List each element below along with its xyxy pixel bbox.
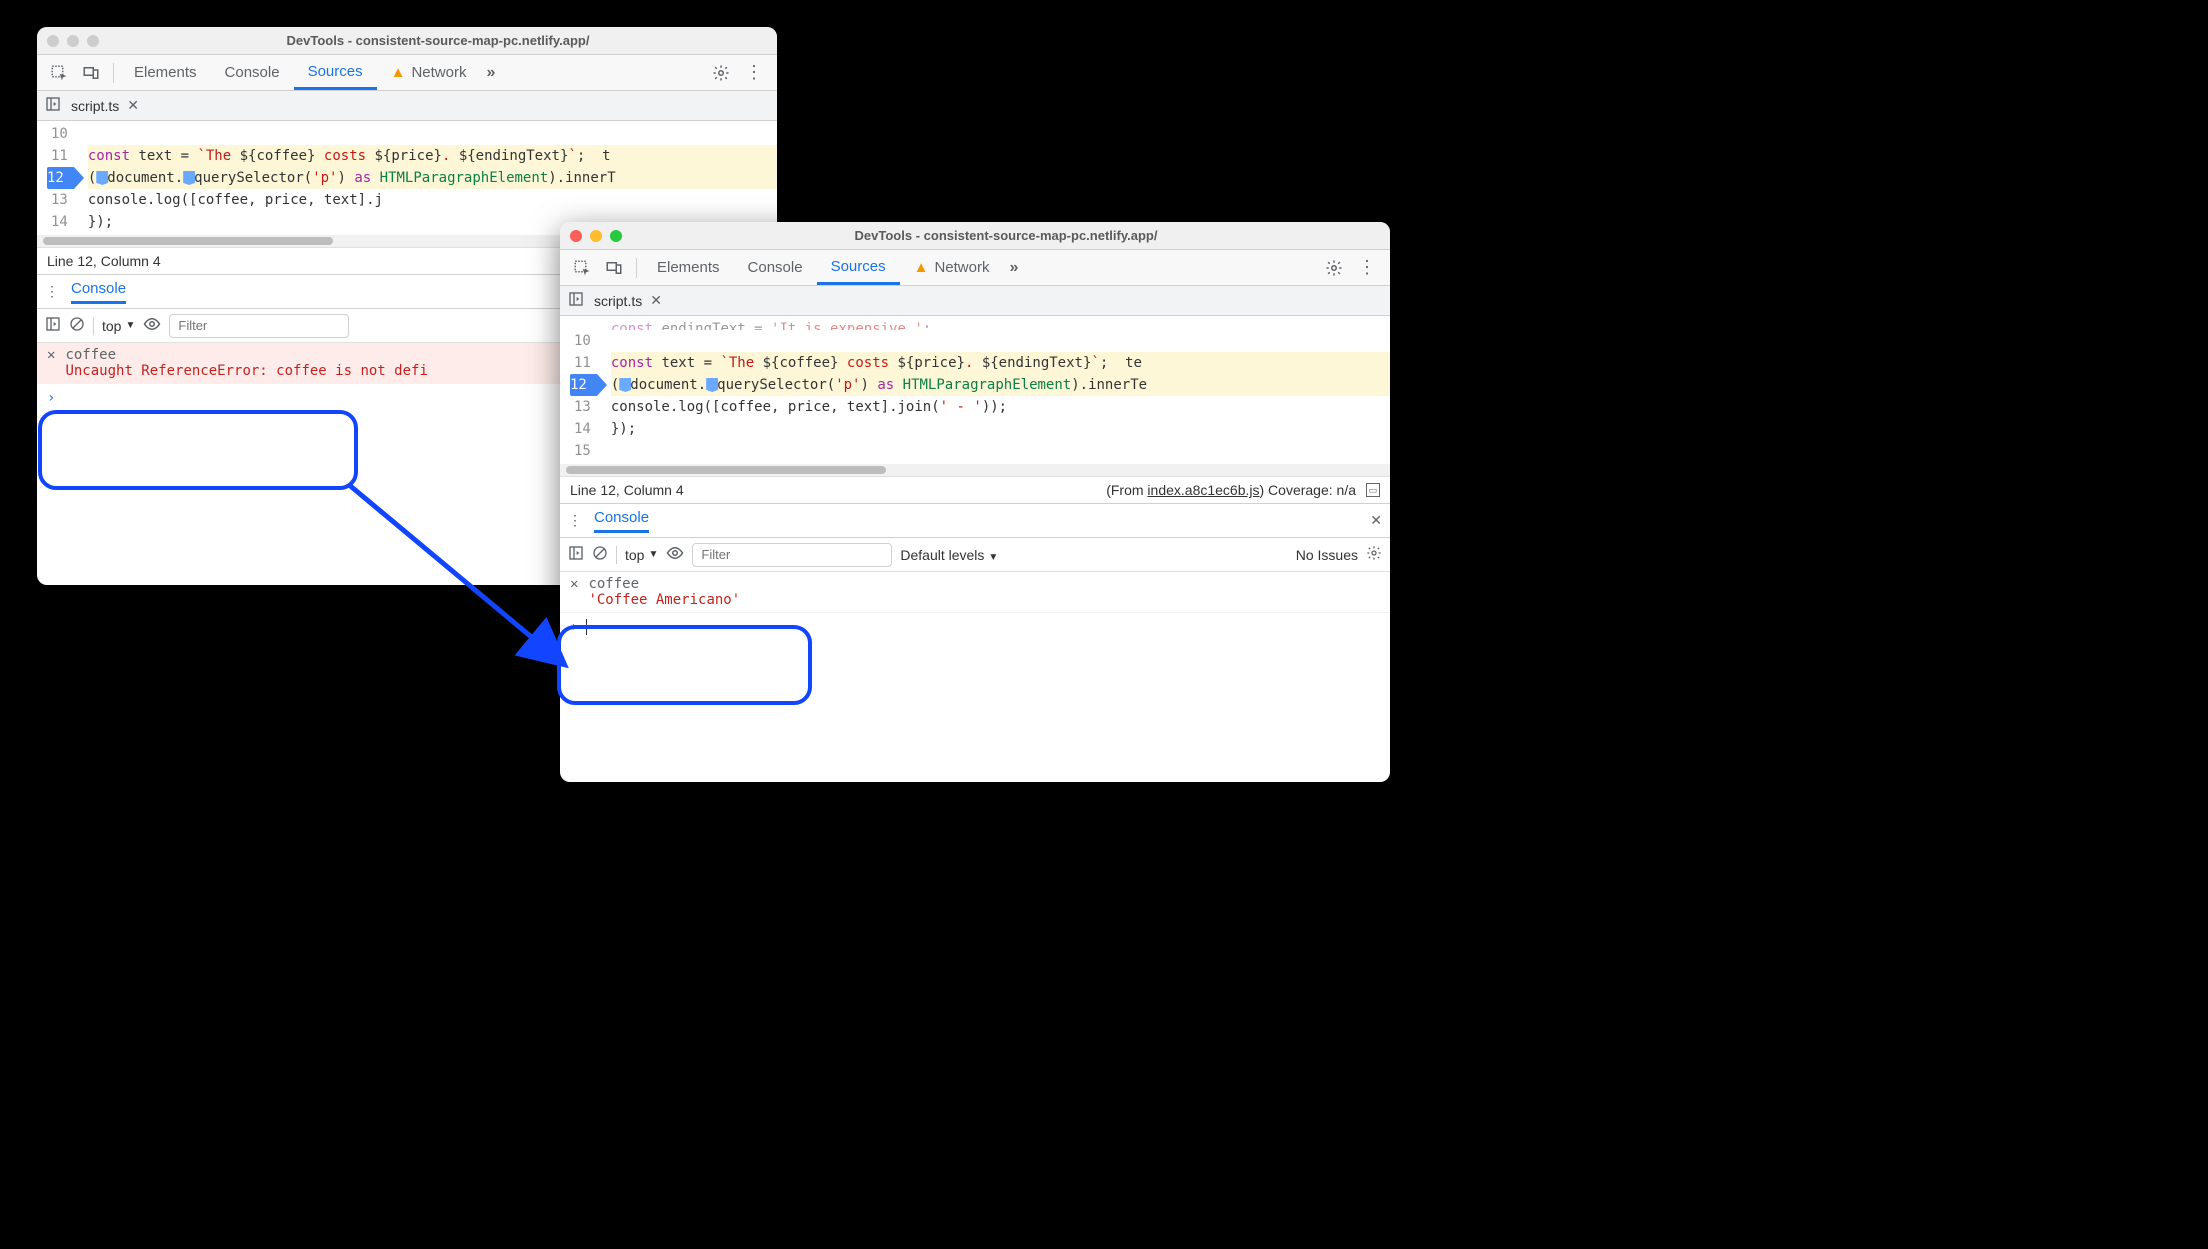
annotation-arrow <box>0 0 1472 833</box>
